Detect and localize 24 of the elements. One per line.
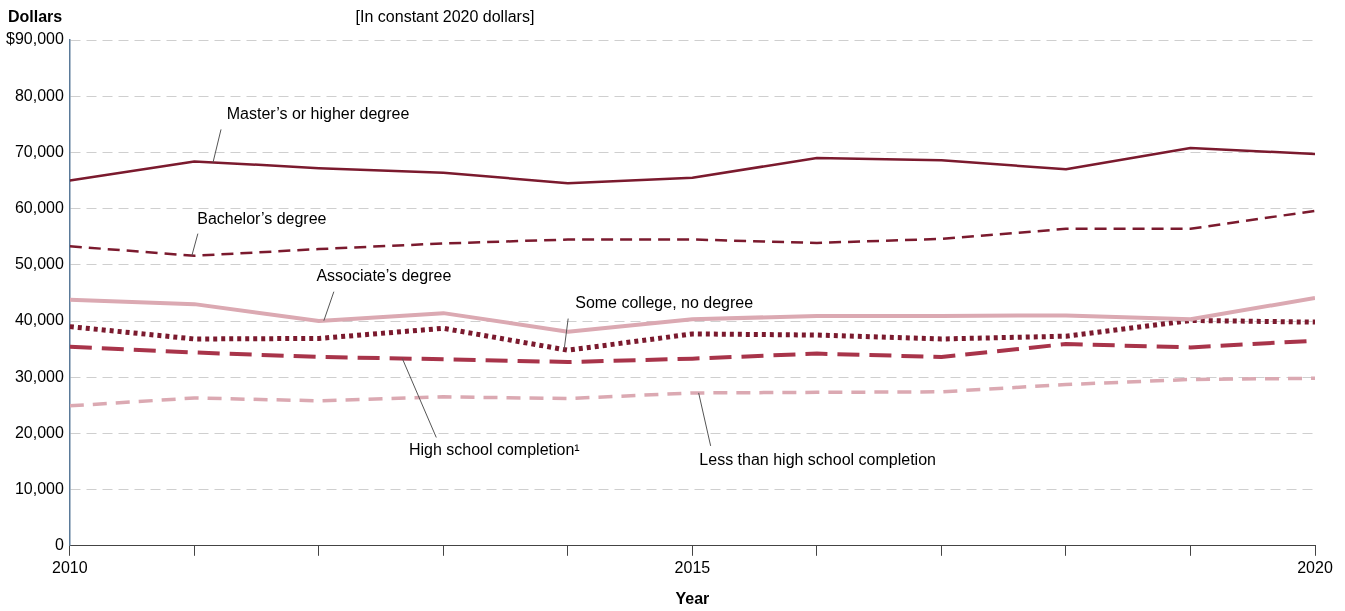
y-tick-label: 30,000 [14,367,64,385]
y-tick-label: 80,000 [14,86,64,104]
series-label: Associate’s degree [316,267,452,285]
y-tick-label: 40,000 [14,311,64,329]
y-axis-title: Dollars [8,8,63,26]
x-tick-label: 2015 [674,558,711,576]
y-tick-label: 0 [54,536,64,554]
y-tick-label: 50,000 [14,255,64,273]
x-tick-label: 2020 [1297,558,1333,576]
line-series [69,376,1315,408]
text: High school completion¹ [408,440,580,458]
x-tick-label: 2010 [52,558,88,576]
series-label: Some college, no degree [575,293,754,311]
text: Less than high school completion [699,451,936,469]
y-tick-label: 60,000 [14,199,64,217]
x-axis-title: Year [675,590,710,608]
chart-subtitle: [In constant 2020 dollars] [355,8,535,26]
y-tick-label: 10,000 [14,480,64,498]
line-series [69,209,1315,258]
y-tick-label: 20,000 [14,423,64,441]
series-label: Bachelor’s degree [197,210,327,228]
y-tick-label: 70,000 [14,142,64,160]
text: Master’s or higher degree [226,104,410,122]
y-tick-label: $90,000 [5,30,64,48]
